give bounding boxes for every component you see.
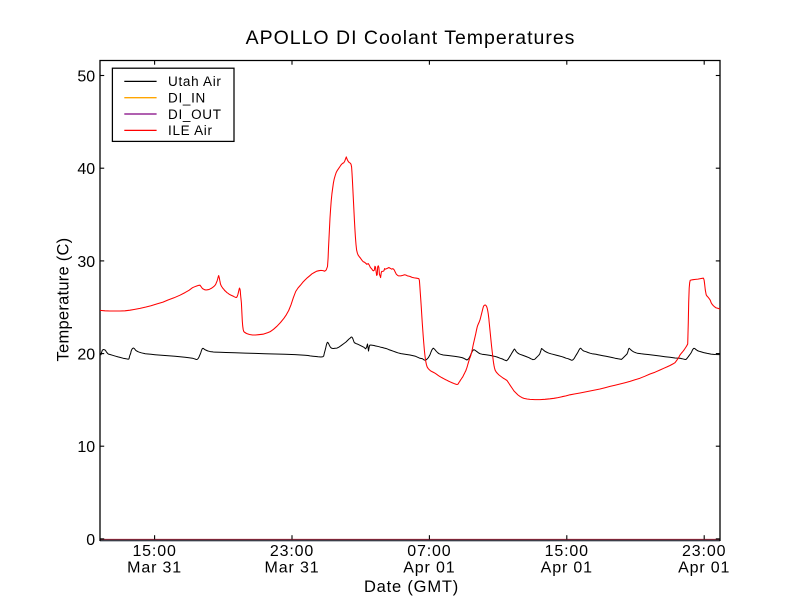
svg-text:23:00: 23:00 xyxy=(682,543,726,560)
svg-text:DI_IN: DI_IN xyxy=(168,91,206,106)
svg-text:15:00: 15:00 xyxy=(132,543,176,560)
svg-text:07:00: 07:00 xyxy=(407,543,451,560)
svg-text:DI_OUT: DI_OUT xyxy=(168,107,222,122)
svg-text:30: 30 xyxy=(77,254,95,271)
svg-text:Utah Air: Utah Air xyxy=(168,74,222,89)
svg-text:Apr 01: Apr 01 xyxy=(403,559,455,576)
svg-text:20: 20 xyxy=(77,347,95,364)
svg-text:0: 0 xyxy=(86,532,95,549)
svg-text:40: 40 xyxy=(77,161,95,178)
svg-text:ILE Air: ILE Air xyxy=(168,123,213,138)
svg-text:Apr 01: Apr 01 xyxy=(678,559,730,576)
svg-text:Apr 01: Apr 01 xyxy=(541,559,593,576)
svg-text:Mar 31: Mar 31 xyxy=(265,559,320,576)
svg-text:10: 10 xyxy=(77,439,95,456)
svg-text:50: 50 xyxy=(77,68,95,85)
svg-text:Temperature (C): Temperature (C) xyxy=(55,238,73,362)
svg-text:APOLLO DI Coolant Temperatures: APOLLO DI Coolant Temperatures xyxy=(246,27,576,49)
svg-text:23:00: 23:00 xyxy=(270,543,314,560)
svg-text:Mar 31: Mar 31 xyxy=(127,559,182,576)
svg-text:Date (GMT): Date (GMT) xyxy=(364,578,459,596)
svg-text:15:00: 15:00 xyxy=(545,543,589,560)
